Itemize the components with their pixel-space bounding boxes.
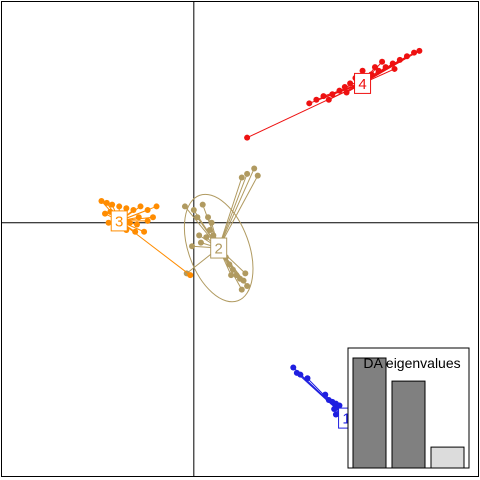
cluster-2-point [238, 174, 245, 181]
cluster-2-point [196, 232, 203, 239]
cluster-2-point [181, 203, 188, 210]
cluster-4-point [244, 134, 251, 141]
cluster-4-point [347, 80, 354, 87]
cluster-label-text: 2 [215, 241, 223, 258]
cluster-labels-layer: 1 2 3 4 [110, 72, 372, 429]
eigenvalues-inset: DA eigenvalues [347, 347, 470, 469]
cluster-4-point [336, 87, 343, 94]
cluster-label-text: 3 [115, 213, 123, 230]
cluster-2-link [218, 177, 243, 249]
inset-title: DA eigenvalues [363, 355, 460, 371]
cluster-4-point [416, 47, 423, 54]
cluster-label-box [210, 237, 228, 259]
cluster-2-link [218, 168, 255, 249]
cluster-2-point [251, 165, 258, 172]
cluster-3-link [118, 220, 191, 276]
cluster-2-point [208, 219, 215, 226]
cluster-2-point [197, 239, 204, 246]
cluster-4-point [411, 49, 418, 56]
cluster-4-point [320, 93, 327, 100]
cluster-2-point [189, 243, 196, 250]
cluster-4-point [359, 67, 366, 74]
cluster-2-point [210, 232, 217, 239]
cluster-2-point [194, 214, 201, 221]
eigenvalue-bar [430, 446, 465, 469]
cluster-2-link [218, 173, 248, 249]
cluster-label-box [110, 210, 128, 232]
inset-bars [352, 357, 465, 469]
cluster-3-point [103, 199, 110, 206]
eigenvalue-bar [391, 380, 426, 469]
cluster-3-point [123, 205, 130, 212]
cluster-1-point [304, 375, 311, 382]
cluster-3-point [132, 228, 139, 235]
cluster-2-point [242, 270, 249, 277]
cluster-1-point [336, 402, 343, 409]
cluster-2-point [238, 286, 245, 293]
cluster-1-point [332, 411, 339, 418]
cluster-4-point [329, 91, 336, 98]
cluster-3-point [98, 198, 105, 205]
cluster-2-point [205, 214, 212, 221]
cluster-3-point [109, 201, 116, 208]
cluster-2-point [254, 172, 261, 179]
cluster-3-point [141, 228, 148, 235]
cluster-3-point [153, 203, 160, 210]
cluster-3-point [144, 217, 151, 224]
cluster-3-point [149, 214, 156, 221]
cluster-2-point [203, 234, 210, 241]
cluster-label-text: 1 [342, 411, 350, 428]
cluster-2-point [190, 207, 197, 214]
cluster-2-link [218, 175, 259, 249]
cluster-1-point [331, 406, 338, 413]
cluster-4-point [391, 65, 398, 72]
cluster-4-point [341, 84, 348, 91]
cluster-2-point [206, 226, 213, 233]
cluster-2-label: 2 [210, 237, 228, 259]
cluster-3-label: 3 [110, 210, 128, 232]
cluster-3-point [102, 210, 109, 217]
cluster-2-point [244, 170, 251, 177]
cluster-3-point [137, 203, 144, 210]
cluster-4-point [325, 96, 332, 103]
cluster-2-point [199, 201, 206, 208]
cluster-3-point [105, 219, 112, 226]
cluster-4-point [306, 100, 313, 107]
cluster-3-point [187, 272, 194, 279]
eigenvalue-bar [352, 357, 387, 469]
cluster-3-point [130, 207, 137, 214]
cluster-1-point [290, 364, 297, 371]
cluster-2-point [228, 272, 235, 279]
cluster-4-point [343, 89, 350, 96]
cluster-3-point [116, 203, 123, 210]
cluster-3-point [133, 221, 140, 228]
cluster-2-ellipse [183, 193, 254, 303]
cluster-2-point [244, 283, 251, 290]
cluster-4-label: 4 [354, 72, 372, 94]
cluster-4-point [313, 96, 320, 103]
cluster-label-text: 4 [358, 76, 366, 93]
cluster-1-point [322, 391, 329, 398]
cluster-3-point [135, 214, 142, 221]
cluster-4-point [379, 58, 386, 65]
cluster-4-link [362, 50, 420, 84]
cluster-1-point [297, 371, 304, 378]
cluster-label-box [354, 72, 372, 94]
